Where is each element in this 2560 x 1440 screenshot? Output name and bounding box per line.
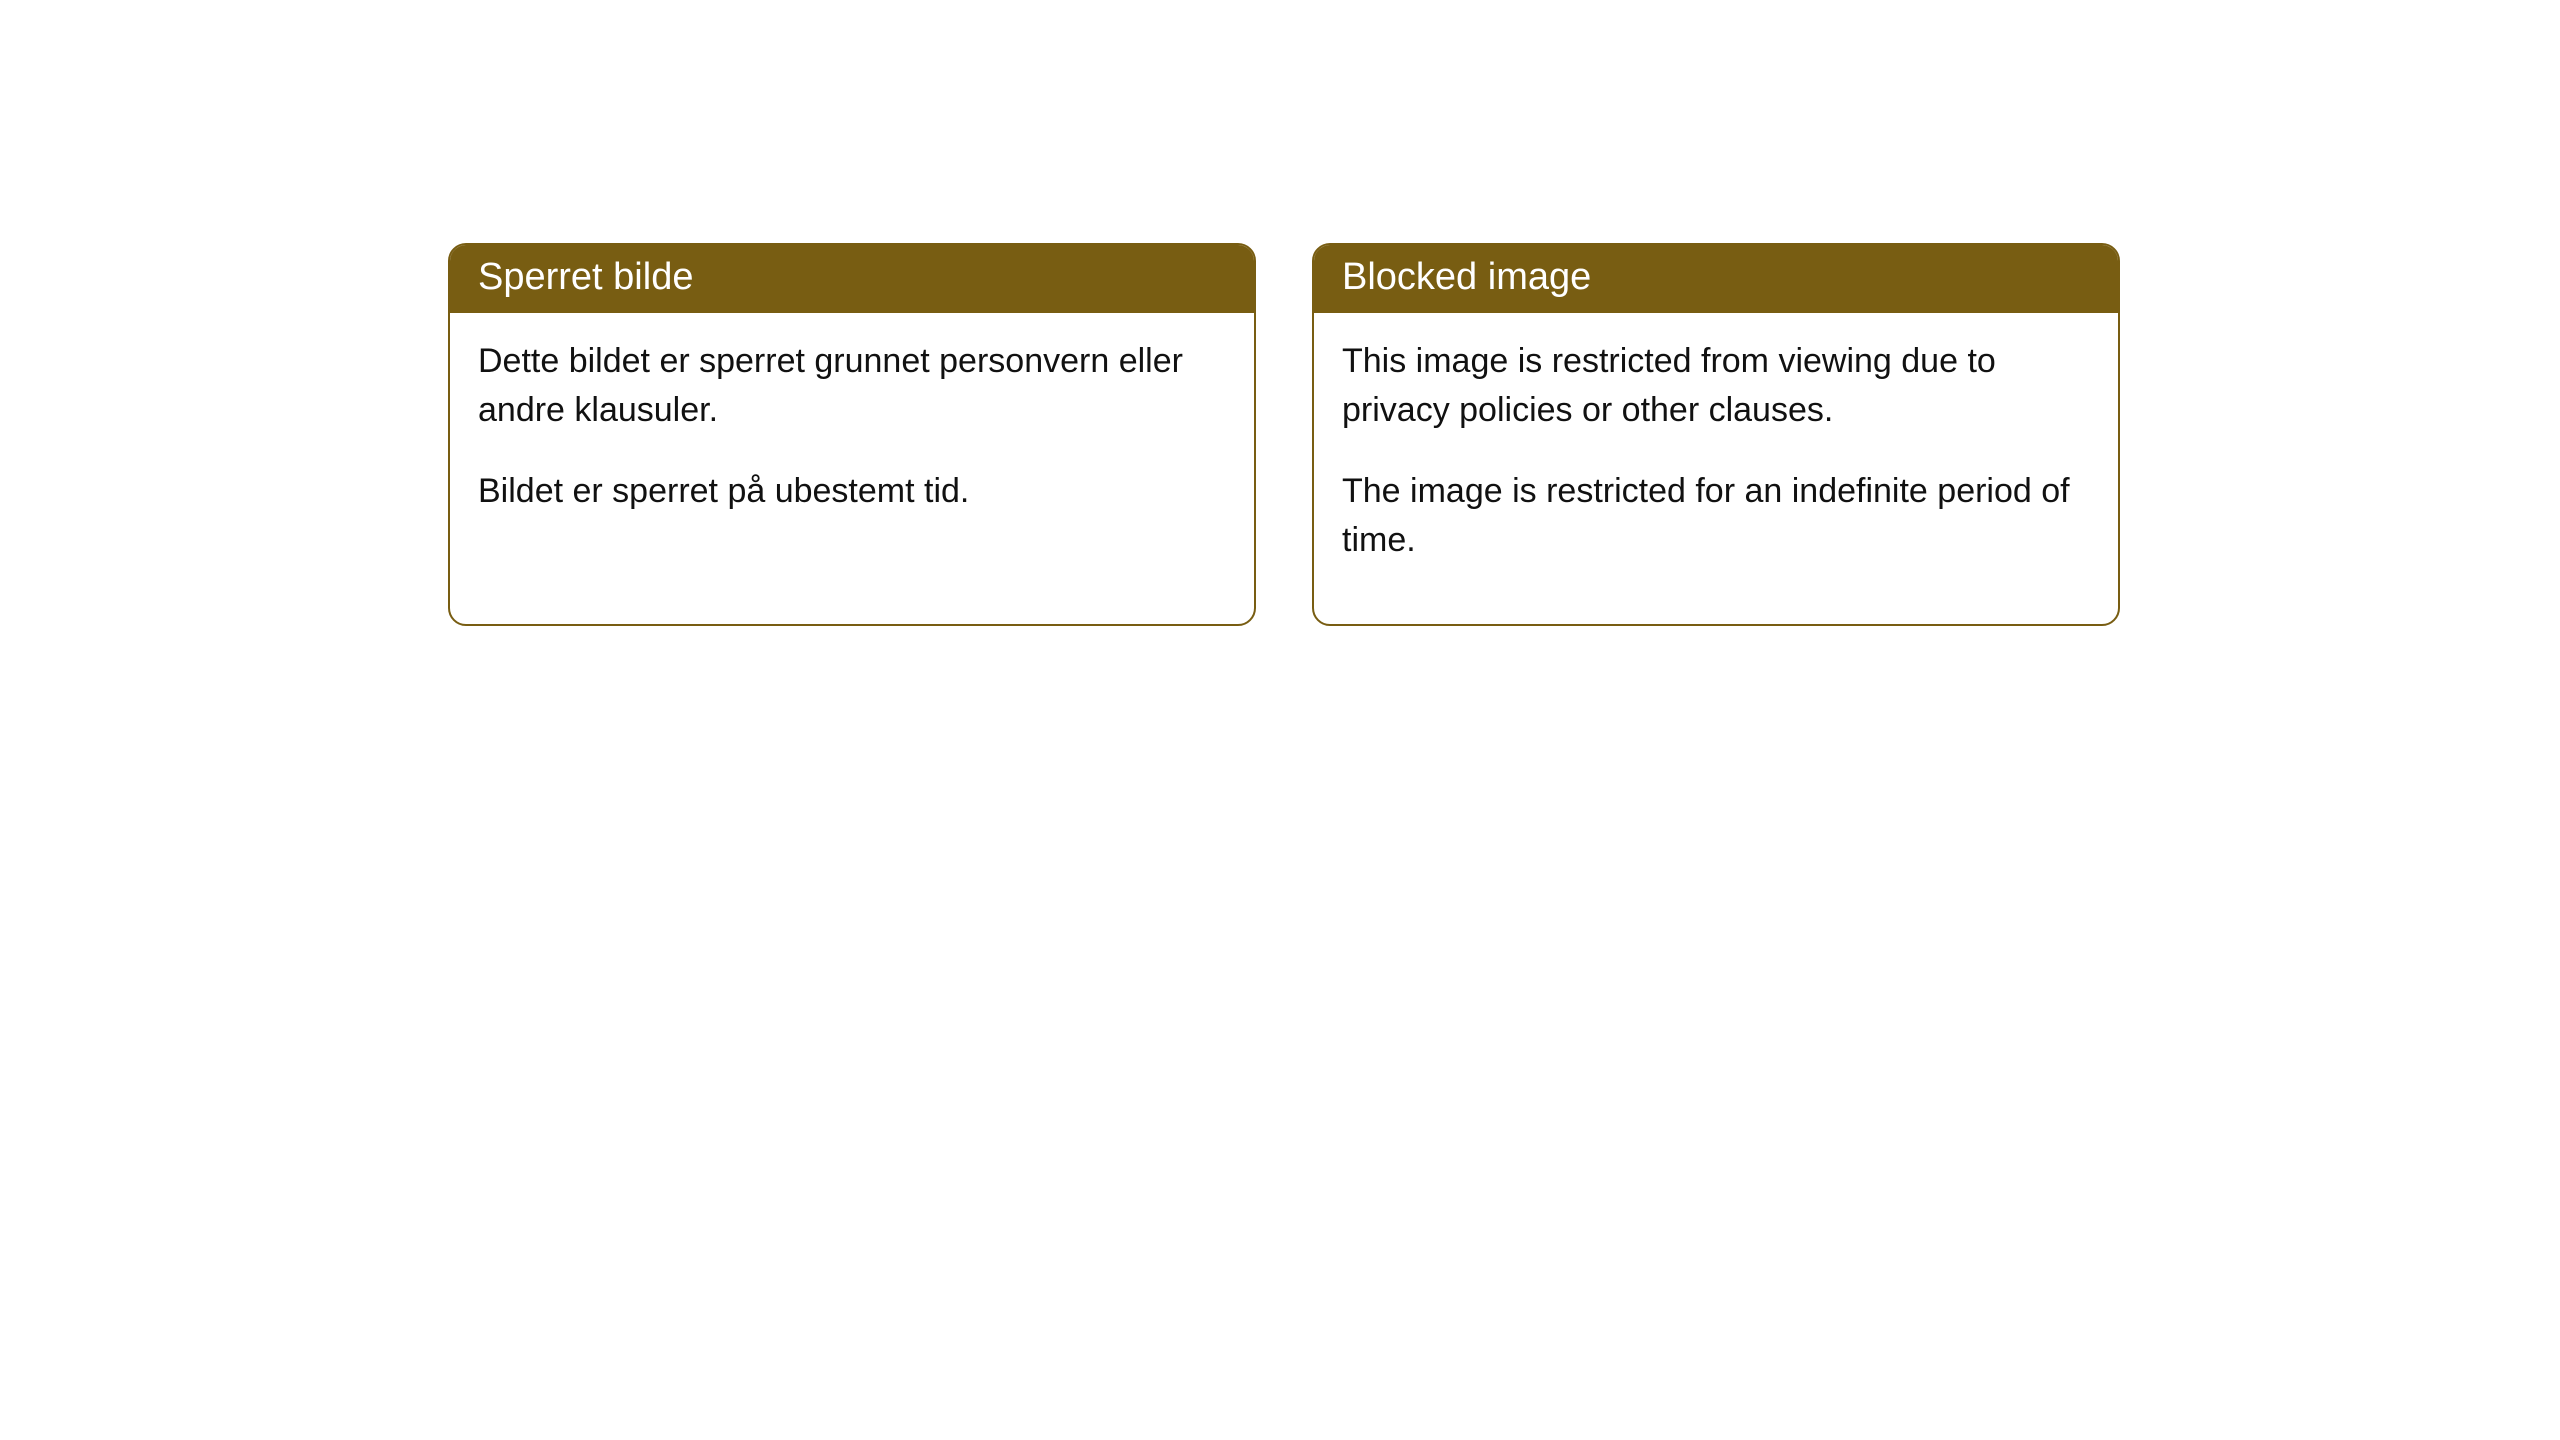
paragraph-norwegian-2: Bildet er sperret på ubestemt tid. bbox=[478, 467, 1226, 516]
panel-body-norwegian: Dette bildet er sperret grunnet personve… bbox=[450, 313, 1254, 575]
paragraph-norwegian-1: Dette bildet er sperret grunnet personve… bbox=[478, 337, 1226, 436]
panel-norwegian: Sperret bilde Dette bildet er sperret gr… bbox=[448, 243, 1256, 626]
paragraph-english-1: This image is restricted from viewing du… bbox=[1342, 337, 2090, 436]
panels-container: Sperret bilde Dette bildet er sperret gr… bbox=[448, 243, 2120, 626]
panel-english: Blocked image This image is restricted f… bbox=[1312, 243, 2120, 626]
panel-header-english: Blocked image bbox=[1314, 245, 2118, 313]
paragraph-english-2: The image is restricted for an indefinit… bbox=[1342, 467, 2090, 566]
panel-body-english: This image is restricted from viewing du… bbox=[1314, 313, 2118, 624]
panel-header-norwegian: Sperret bilde bbox=[450, 245, 1254, 313]
